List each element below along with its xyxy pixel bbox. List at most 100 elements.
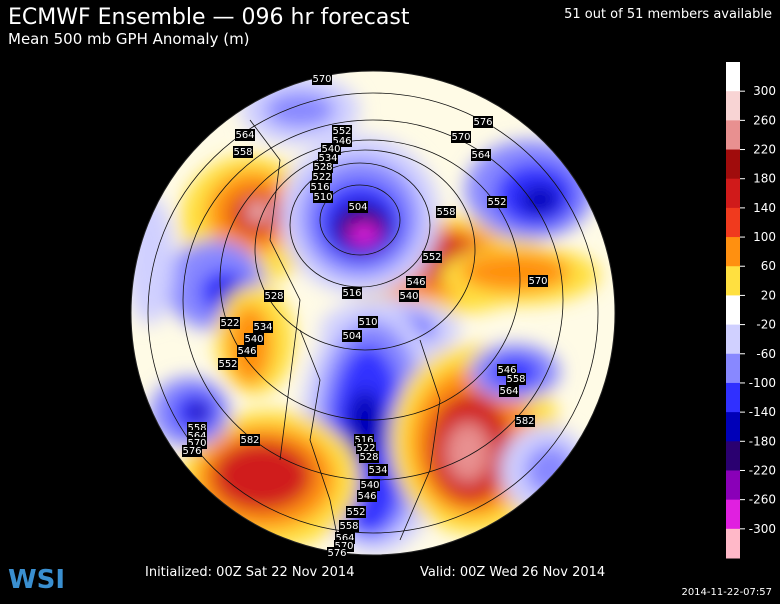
timestamp: 2014-11-22-07:57 <box>681 587 772 598</box>
initialized: Initialized: 00Z Sat 22 Nov 2014 <box>145 565 354 580</box>
anomaly-area <box>348 223 380 245</box>
anomaly-area <box>131 195 175 325</box>
contour-label-box <box>487 196 507 208</box>
contour-label-box <box>253 321 273 333</box>
colorbar-segment <box>726 499 740 530</box>
contour-label: 558 <box>233 147 252 158</box>
contour-label-box <box>360 479 380 491</box>
contour-label-box <box>473 116 493 128</box>
contour-label-box <box>264 290 284 302</box>
title: ECMWF Ensemble — 096 hr forecast <box>8 5 410 30</box>
contour-label-box <box>182 445 202 457</box>
contour-label: 552 <box>422 252 441 263</box>
colorbar-segment <box>726 178 740 209</box>
globe-edge <box>130 70 616 556</box>
anomaly-area <box>248 204 268 220</box>
contour-label: 564 <box>471 150 490 161</box>
colorbar-label: -260 <box>749 493 776 507</box>
anomaly-area <box>525 445 575 495</box>
contour-label-box <box>359 451 379 463</box>
contour-label: 576 <box>473 117 492 128</box>
contour-label-box <box>237 345 257 357</box>
colorbar-label: 20 <box>761 288 776 302</box>
contour-label: 552 <box>332 126 351 137</box>
anomaly-area <box>190 404 206 420</box>
contour-label: 570 <box>187 438 206 449</box>
colorbar-segment <box>726 120 740 151</box>
contour-label: 552 <box>218 359 237 370</box>
colorbar-label: 260 <box>753 113 776 127</box>
contour-label: 546 <box>406 277 425 288</box>
contour-label: 528 <box>313 162 332 173</box>
colorbar-label: -180 <box>749 434 776 448</box>
contour-label: 504 <box>348 202 367 213</box>
colorbar-segment <box>726 441 740 471</box>
anomaly-area <box>212 441 312 511</box>
contour-label: 552 <box>487 197 506 208</box>
contour-label-box <box>399 290 419 302</box>
anomaly-area <box>446 422 490 482</box>
contour-label: 522 <box>220 318 239 329</box>
contour-label: 516 <box>310 182 329 193</box>
contour-label: 510 <box>358 317 377 328</box>
contour-label-box <box>499 385 519 397</box>
contour-label: 546 <box>237 346 256 357</box>
contour-label: 540 <box>321 144 340 155</box>
contour-label-box <box>436 206 456 218</box>
members: 51 out of 51 members available <box>564 7 772 22</box>
contour-label: 570 <box>451 132 470 143</box>
contour-label-box <box>346 506 366 518</box>
colorbar-label: 220 <box>753 143 776 157</box>
colorbar-segment <box>726 237 740 267</box>
contour-label: 582 <box>515 416 534 427</box>
contour-label-box <box>312 73 332 85</box>
contour-label: 546 <box>497 365 516 376</box>
contour-label: 558 <box>506 374 525 385</box>
colorbar-label: 180 <box>753 172 776 186</box>
contour-label-box <box>218 358 238 370</box>
contour-label: 558 <box>339 521 358 532</box>
colorbar-segment <box>726 470 740 501</box>
contour-label-box <box>313 161 333 173</box>
contour-label-box <box>406 276 426 288</box>
contour-label: 564 <box>235 130 254 141</box>
contour-label: 558 <box>436 207 455 218</box>
contour-label: 552 <box>346 507 365 518</box>
contour-label: 504 <box>342 331 361 342</box>
colorbar-segment <box>726 324 740 355</box>
contour-label-box <box>422 251 442 263</box>
colorbar-segment <box>726 266 740 296</box>
contour-label: 540 <box>360 480 379 491</box>
contour-label-box <box>342 330 362 342</box>
anomaly-area <box>265 92 335 128</box>
contour-label-box <box>233 146 253 158</box>
contour-label: 540 <box>244 334 263 345</box>
contour-label-box <box>327 547 347 559</box>
contour-label-box <box>358 316 378 328</box>
contour-label: 570 <box>528 276 547 287</box>
colorbar-label: -220 <box>749 463 776 477</box>
colorbar-segment <box>726 91 740 121</box>
contour-label: 546 <box>357 491 376 502</box>
contour-label-box <box>312 171 332 183</box>
contour-label: 528 <box>359 452 378 463</box>
contour-label-box <box>528 275 548 287</box>
colorbar-label: -300 <box>749 522 776 536</box>
contour-label: 534 <box>253 322 272 333</box>
contour-label: 522 <box>312 172 331 183</box>
colorbar-segment <box>726 295 740 326</box>
anomaly-area <box>460 252 570 292</box>
contour-label-box <box>339 520 359 532</box>
contour-label: 570 <box>334 541 353 552</box>
valid: Valid: 00Z Wed 26 Nov 2014 <box>420 565 605 580</box>
contour-label-box <box>515 415 535 427</box>
colorbar-segment <box>726 528 740 559</box>
contour-label: 564 <box>499 386 518 397</box>
colorbar-label: -60 <box>756 347 776 361</box>
colorbar-segment <box>726 353 740 384</box>
contour-label-box <box>348 201 368 213</box>
contour-label: 576 <box>182 446 201 457</box>
contour-label-box <box>220 317 240 329</box>
colorbar-label: -140 <box>749 405 776 419</box>
colorbar-label: 300 <box>753 84 776 98</box>
